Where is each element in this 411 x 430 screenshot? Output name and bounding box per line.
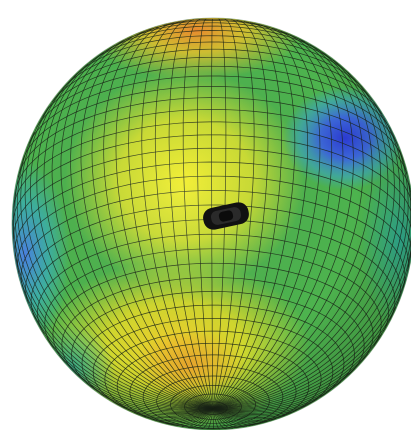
sphere-outline bbox=[11, 17, 411, 430]
sensor-probe bbox=[203, 202, 249, 230]
